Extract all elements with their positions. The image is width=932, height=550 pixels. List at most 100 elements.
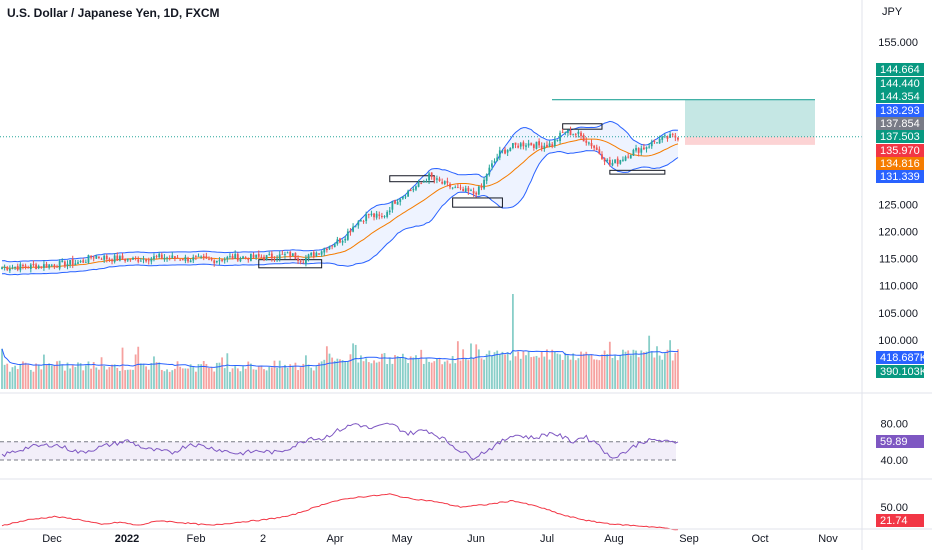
volume-bar [252,369,255,389]
volume-bar [239,371,242,389]
volume-bar [69,368,72,389]
price-tick-label: 105.000 [878,308,918,320]
volume-bar [483,359,485,389]
candle-body [239,258,242,262]
volume-bar [284,364,286,389]
volume-bar [352,343,354,389]
candle-body [383,216,386,217]
candle-body [111,259,113,262]
candle-body [27,267,30,269]
price-badge-box [876,157,924,170]
candle-body [194,256,197,258]
candle-body [61,260,64,263]
candle-body [202,256,205,258]
volume-bar [590,354,593,389]
volume-bar [113,364,116,389]
volume-bar [29,369,32,389]
candle-body [37,265,40,269]
volume-bar [242,366,244,389]
candle-body [433,176,436,181]
volume-bar [184,368,187,389]
volume-bar [37,364,40,389]
volume-bar [346,361,349,389]
volume-bar [446,360,449,389]
candle-body [328,246,331,250]
volume-bar [464,358,467,389]
volume-bar [320,361,323,389]
volume-bar [396,356,399,389]
volume-bar [671,360,674,389]
volume-bar [394,355,396,389]
rsi-badge-box [876,435,924,448]
candle-body [119,256,121,261]
volume-bar [32,371,35,389]
volume-bar [74,367,77,389]
rsi-line [1,422,679,461]
volume-bar [488,350,491,389]
volume-bar [336,358,339,389]
candle-body [530,142,533,146]
price-tick-label: 125.000 [878,199,918,211]
volume-bar [506,352,509,389]
candle-body [92,257,95,259]
candle-body [69,260,72,265]
volume-bar [580,351,582,389]
volume-bar [386,364,389,389]
volume-bar [391,363,394,389]
long-position-target-zone [685,99,815,137]
candle-body [601,154,603,159]
candle-body [415,186,417,190]
candle-body [6,267,9,270]
volume-bar [477,349,480,389]
volume-bar [653,357,656,389]
volume-bar [95,367,98,389]
volume-bar [422,363,425,389]
candle-body [200,256,203,258]
volume-bar [470,343,472,389]
candle-body [260,256,263,258]
candle-body [276,258,278,260]
volume-bar [111,364,113,389]
volume-bar [226,353,229,389]
volume-bar [383,353,386,389]
volume-bar [24,362,27,389]
volume-bar [462,349,465,389]
volume-bar [593,359,596,389]
candle-body [643,147,645,150]
candle-body [218,260,221,262]
volume-bar [480,358,483,389]
volume-bar [87,361,90,389]
candle-body [87,255,90,263]
volume-bar [569,359,572,389]
volume-bar [187,368,189,389]
volume-bar [215,362,218,389]
volume-bar [145,366,147,389]
candle-body [477,186,480,195]
candle-body [624,156,627,161]
candle-body [485,174,488,181]
candle-body [341,240,344,243]
candle-body [593,145,596,148]
candle-body [519,143,522,147]
volume-bar [572,353,575,389]
candle-body [234,254,237,259]
candle-body [113,255,116,262]
volume-bar [360,355,362,389]
volume-bar [82,370,85,389]
price-tick-label: 155.000 [878,37,918,49]
candle-body [307,254,310,260]
volume-bar [677,349,679,389]
candle-body [187,257,189,262]
volume-bar [310,367,313,389]
candle-body [661,136,664,140]
candle-body [192,257,195,261]
candle-body [229,256,231,258]
candle-body [56,266,58,268]
candle-body [197,256,200,257]
candle-body [299,261,302,262]
volume-bar [53,365,56,389]
candle-body [333,244,336,248]
time-tick-label: May [392,533,413,545]
candle-body [462,189,465,192]
